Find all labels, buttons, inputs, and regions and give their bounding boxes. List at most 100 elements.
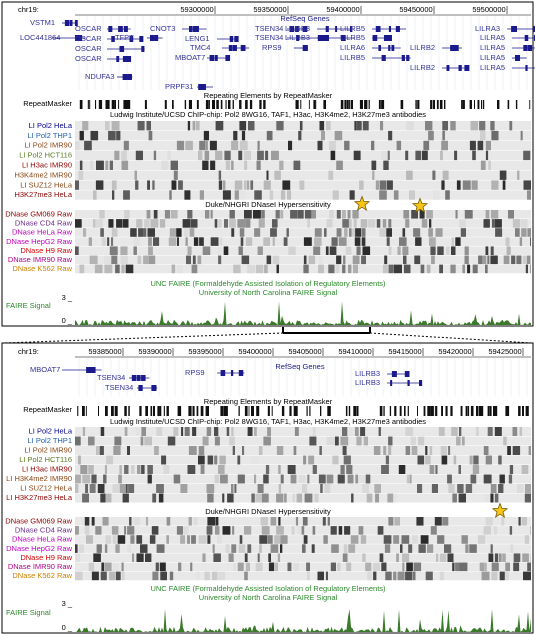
signal-cell (225, 160, 231, 170)
ruler-tick-label: 59500000 (472, 5, 505, 14)
gene-label: LENG1 (185, 34, 210, 43)
signal-cell (272, 219, 278, 228)
signal-cell (116, 571, 121, 581)
signal-cell (444, 544, 452, 553)
signal-cell (344, 140, 350, 151)
gene-exon (209, 55, 215, 61)
signal-cell (467, 264, 471, 274)
signal-cell (435, 465, 438, 474)
repeat-element (340, 100, 344, 109)
signal-cell (257, 140, 260, 151)
signal-cell (488, 553, 494, 562)
signal-cell (430, 526, 437, 535)
signal-cell (488, 160, 491, 170)
signal-cell (97, 484, 105, 493)
signal-cell (210, 237, 219, 246)
repeat-element (444, 100, 446, 109)
signal-cell (356, 246, 361, 255)
signal-cell (330, 562, 336, 572)
signal-cell (403, 255, 407, 265)
signal-cell (394, 517, 400, 526)
track-title: UNC FAIRE (Formaldehyde Assisted Isolati… (150, 584, 386, 593)
signal-cell (93, 219, 96, 228)
signal-cell (141, 465, 145, 474)
gene-exon (454, 45, 459, 51)
signal-cell (122, 219, 129, 228)
signal-cell (267, 535, 273, 544)
signal-cell (336, 210, 341, 219)
signal-cell (319, 255, 323, 265)
repeat-element (114, 406, 118, 416)
signal-cell (108, 219, 114, 228)
signal-cell (226, 427, 230, 436)
signal-cell (276, 526, 284, 535)
repeat-element (353, 406, 357, 416)
signal-cell (338, 237, 347, 246)
signal-cell (325, 246, 329, 255)
signal-cell (150, 219, 159, 228)
signal-cell (515, 228, 520, 237)
repeat-element (404, 406, 406, 416)
repeat-element (352, 100, 353, 109)
signal-cell (475, 427, 479, 436)
signal-cell (365, 474, 371, 484)
signal-cell (258, 446, 263, 455)
gene-label: LILRA5 (480, 53, 505, 62)
signal-cell (461, 436, 465, 446)
signal-cell (213, 553, 221, 562)
signal-cell (147, 228, 155, 237)
signal-cell (356, 436, 362, 446)
repeat-element (309, 406, 311, 416)
signal-cell (377, 526, 384, 535)
repeat-element (495, 406, 498, 416)
signal-cell (530, 237, 531, 246)
signal-cell (453, 455, 457, 465)
signal-cell (382, 219, 387, 228)
track-title: Duke/NHGRI DNaseI Hypersensitivity (205, 507, 331, 516)
signal-cell (152, 493, 157, 503)
repeat-element (188, 406, 192, 416)
signal-cell (258, 219, 265, 228)
signal-cell (111, 180, 117, 190)
signal-cell (342, 219, 349, 228)
signal-cell (375, 180, 380, 190)
signal-cell (103, 255, 112, 265)
signal-cell (261, 493, 269, 503)
signal-cell (101, 562, 105, 572)
repeat-element (220, 100, 223, 109)
signal-cell (363, 436, 368, 446)
signal-cell (215, 150, 223, 161)
repeat-element (328, 406, 331, 416)
ruler-tick-label: 59395000 (188, 347, 221, 356)
signal-cell (491, 571, 498, 581)
signal-cell (349, 427, 353, 436)
signal-cell (146, 210, 151, 219)
repeat-element (489, 406, 492, 416)
repeat-element (474, 100, 475, 109)
signal-cell (79, 130, 84, 141)
signal-cell (247, 180, 250, 190)
signal-cell (527, 228, 531, 237)
signal-cell (280, 544, 283, 553)
signal-cell (335, 264, 340, 274)
signal-cell (136, 553, 144, 562)
signal-cell (79, 264, 85, 274)
gene-exon (69, 20, 73, 26)
repeat-element (114, 100, 116, 109)
repeat-element (350, 100, 353, 109)
signal-cell (521, 228, 527, 237)
signal-cell (314, 493, 319, 503)
signal-cell (173, 474, 181, 484)
signal-cell (360, 219, 368, 228)
signal-cell (135, 427, 140, 436)
gene-exon (302, 26, 308, 32)
signal-cell (144, 219, 150, 228)
gene-exon (324, 35, 330, 41)
axis-min: 0 _ (62, 316, 73, 325)
signal-cell (186, 255, 191, 265)
signal-cell (522, 553, 529, 562)
signal-cell (439, 264, 443, 274)
signal-cell (187, 210, 193, 219)
signal-cell (192, 121, 196, 131)
repeat-element (225, 100, 227, 109)
